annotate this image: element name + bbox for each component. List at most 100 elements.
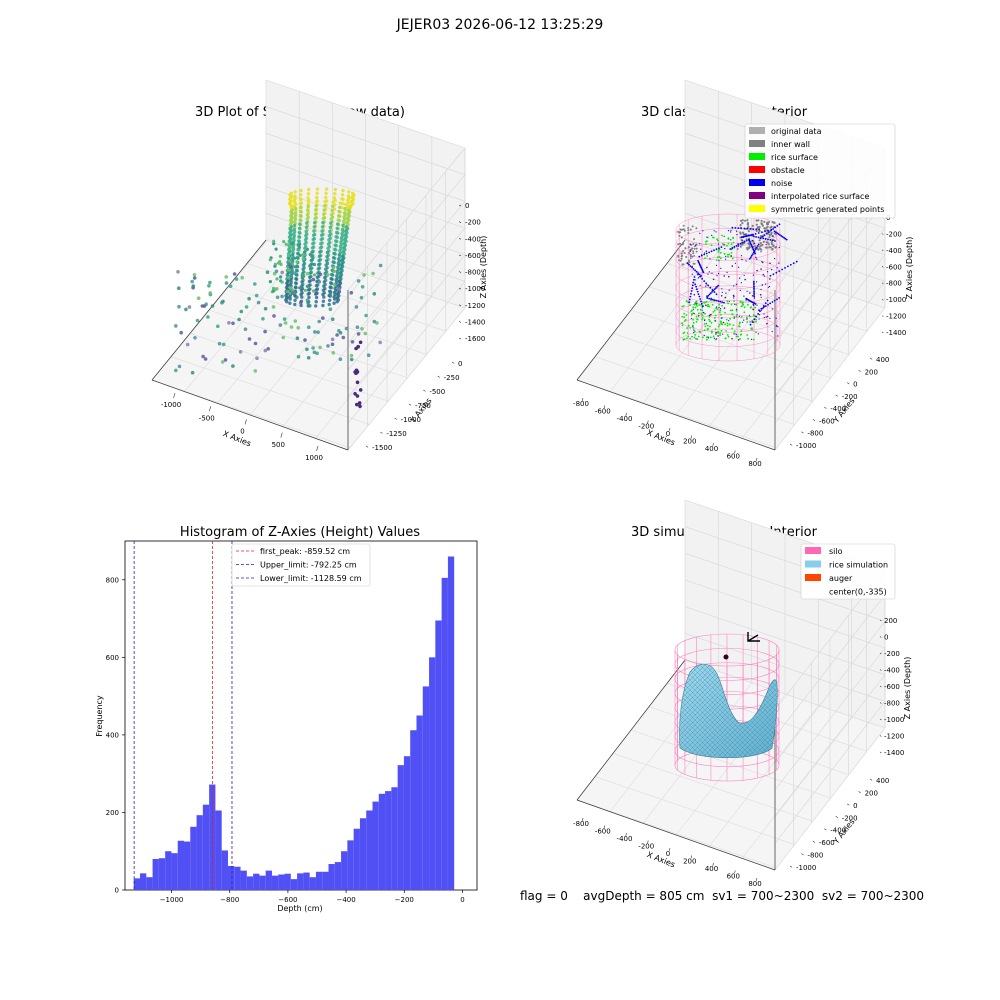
noise-point [766, 299, 769, 302]
grid-line [208, 309, 409, 379]
classify-y-tick-mark [858, 370, 861, 372]
raw-point [329, 277, 333, 281]
interpolated-point [728, 275, 730, 278]
grid-line [347, 307, 466, 451]
classify-y-tick-label: 200 [865, 368, 878, 376]
rice-surface-point [690, 314, 693, 316]
raw-point [321, 299, 326, 303]
legend-label: first_peak: -859.52 cm [260, 547, 350, 556]
noise-point [718, 247, 720, 250]
noise-point [701, 254, 703, 256]
noise-point [725, 292, 727, 294]
raw-point [341, 219, 346, 223]
raw-z-tick-mark [458, 304, 462, 307]
histogram-bar [447, 556, 455, 890]
rice-surface-point [698, 312, 700, 315]
noise-point [775, 325, 778, 327]
noise-point [755, 228, 758, 231]
raw-point [253, 341, 258, 346]
raw-point [319, 242, 323, 246]
raw-point [290, 204, 295, 208]
raw-point [297, 235, 301, 239]
noise-point [713, 288, 716, 291]
raw-point [306, 288, 311, 292]
rice-surface-point [726, 324, 729, 327]
sim-y-tick-label: 400 [876, 777, 889, 785]
rice-surface-point [707, 324, 709, 327]
classify-y-tick-mark [789, 443, 793, 446]
noise-point [734, 262, 737, 264]
noise-point [746, 235, 748, 237]
sim-x-tick-mark [690, 855, 693, 859]
raw-point [210, 304, 215, 308]
rice-surface-point [692, 321, 695, 324]
figure-suptitle: JEJER03 2026-06-12 13:25:29 [396, 17, 604, 33]
raw-point [324, 191, 328, 195]
raw-point [355, 380, 360, 385]
rice-surface-point [718, 323, 721, 326]
sim-x-tick-label: -600 [595, 828, 611, 836]
legend-label: Upper_limit: -792.25 cm [260, 561, 357, 570]
interpolated-point [746, 318, 748, 320]
noise-point [711, 234, 713, 236]
rice-surface-point [714, 328, 717, 331]
inner-wall-point [744, 219, 747, 222]
rice-surface-point [753, 315, 756, 317]
noise-point [701, 277, 703, 279]
noise-point [698, 295, 701, 298]
noise-point [734, 227, 737, 229]
raw-point [306, 208, 310, 213]
rice-surface-point [703, 318, 706, 321]
raw-point [285, 284, 290, 288]
raw-point [294, 202, 298, 207]
raw-point [289, 200, 293, 204]
histogram-bar [253, 873, 260, 890]
raw-point [297, 239, 301, 243]
raw-point [196, 296, 201, 301]
noise-point [737, 243, 739, 245]
rice-surface-point [704, 325, 707, 328]
rice-surface-point [683, 320, 686, 322]
noise-point [709, 258, 711, 260]
raw-point [351, 191, 355, 195]
sim-x-tick-label: 800 [748, 880, 761, 888]
raw-plot-axes-box [151, 79, 466, 451]
noise-point [720, 267, 722, 269]
raw-point [353, 392, 357, 396]
histogram-bar [227, 865, 235, 890]
raw-point [305, 217, 309, 221]
inner-wall-point [679, 231, 682, 234]
noise-point [695, 338, 697, 340]
rice-surface-point [711, 330, 713, 333]
noise-point [705, 282, 708, 285]
raw-point [330, 213, 334, 217]
rice-surface-point [739, 321, 741, 324]
noise-point [694, 279, 696, 281]
raw-point [299, 193, 303, 197]
sim-z-tick-label: -200 [884, 650, 900, 658]
raw-point [216, 324, 220, 329]
noise-point [692, 268, 695, 270]
noise-point [730, 231, 732, 233]
noise-point [750, 254, 753, 257]
raw-point [355, 394, 360, 398]
noise-point [753, 290, 755, 293]
noise-point [743, 227, 746, 230]
histogram-xlabel: Depth (cm) [277, 904, 322, 913]
floor-pane [577, 660, 885, 870]
raw-z-tick-mark [458, 254, 462, 257]
inner-wall-point [758, 245, 761, 248]
classify-x-tick-label: -600 [595, 408, 611, 416]
noise-point [716, 306, 718, 308]
raw-point [292, 227, 296, 232]
noise-point [715, 293, 718, 296]
noise-point [777, 335, 779, 337]
raw-point [340, 193, 345, 197]
raw-point [340, 227, 345, 232]
noise-point [751, 253, 754, 256]
interpolated-point [724, 296, 727, 299]
sim-z-tick-label: -600 [884, 683, 900, 691]
sim-z-tick-mark [879, 718, 882, 721]
rice-surface-point [709, 325, 711, 328]
raw-point [293, 219, 297, 223]
